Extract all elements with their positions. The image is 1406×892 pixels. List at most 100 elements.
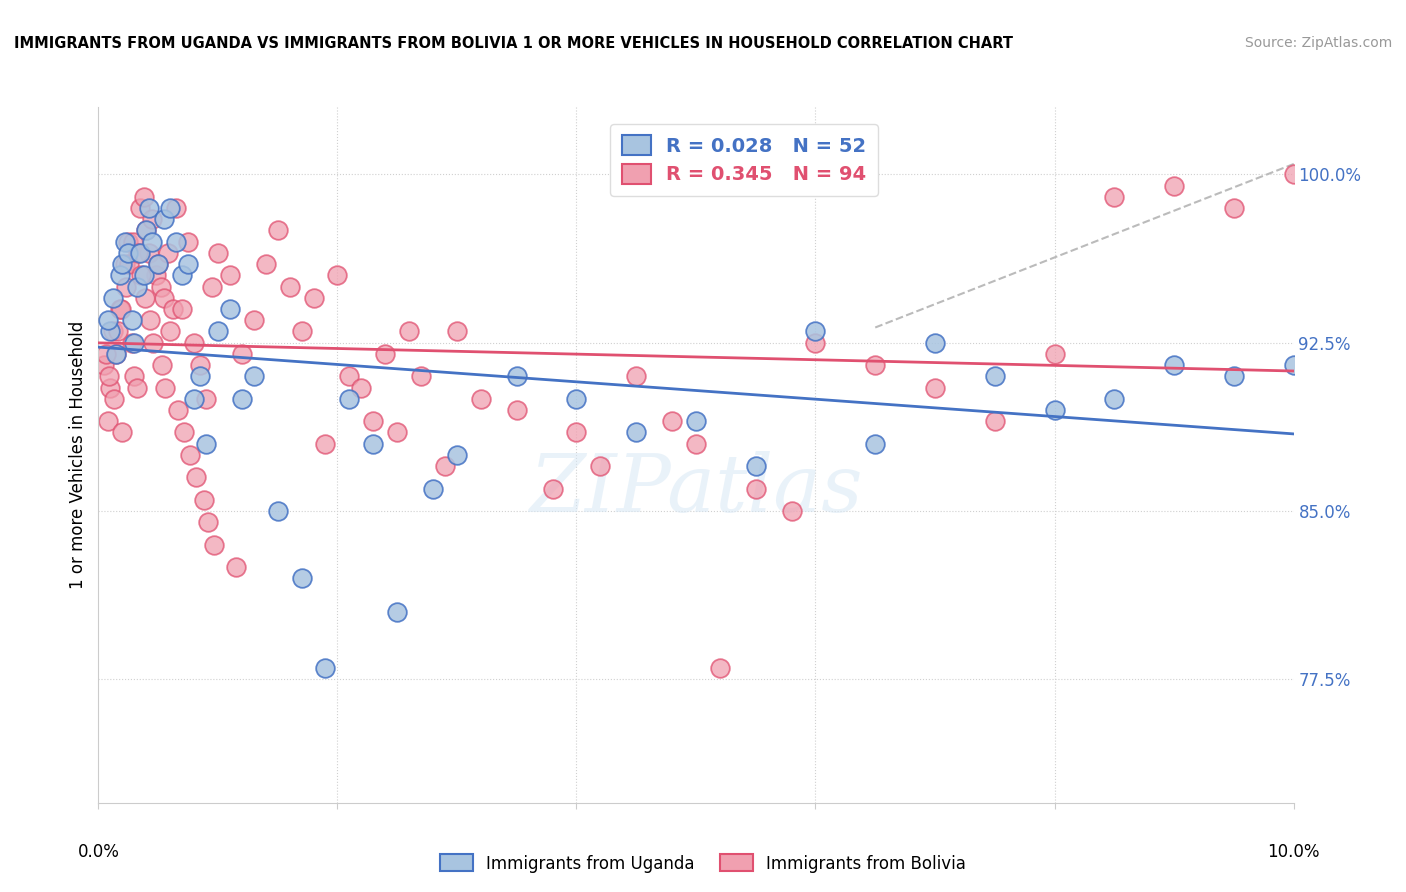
Point [195, 436, 218, 450]
Point [193, 492, 215, 507]
Point [183, 392, 205, 406]
Point [804, 325, 827, 339]
Point [1282, 167, 1305, 181]
Point [188, 358, 211, 372]
Point [117, 235, 139, 249]
Point [162, 301, 184, 316]
Point [685, 414, 707, 428]
Point [363, 436, 385, 450]
Point [142, 335, 165, 350]
Point [165, 201, 187, 215]
Point [350, 381, 373, 395]
Point [105, 347, 128, 361]
Point [101, 325, 124, 339]
Point [111, 425, 134, 440]
Point [446, 325, 468, 339]
Point [219, 301, 242, 316]
Point [385, 425, 409, 440]
Point [302, 291, 325, 305]
Point [165, 235, 187, 249]
Point [243, 369, 266, 384]
Point [103, 392, 125, 406]
Point [363, 414, 385, 428]
Point [202, 538, 225, 552]
Point [231, 392, 253, 406]
Point [291, 571, 314, 585]
Point [105, 347, 128, 361]
Point [470, 392, 492, 406]
Point [98, 381, 122, 395]
Point [661, 414, 683, 428]
Y-axis label: 1 or more Vehicles in Household: 1 or more Vehicles in Household [69, 321, 87, 589]
Point [159, 201, 181, 215]
Point [132, 190, 155, 204]
Point [172, 268, 194, 283]
Point [138, 201, 160, 215]
Text: Source: ZipAtlas.com: Source: ZipAtlas.com [1244, 36, 1392, 50]
Point [101, 291, 124, 305]
Point [98, 369, 121, 384]
Point [398, 325, 420, 339]
Point [315, 661, 337, 675]
Point [108, 301, 131, 316]
Point [177, 235, 200, 249]
Point [804, 335, 827, 350]
Point [131, 268, 153, 283]
Point [207, 325, 229, 339]
Point [201, 279, 224, 293]
Point [186, 470, 208, 484]
Point [1043, 347, 1066, 361]
Point [865, 436, 887, 450]
Point [626, 369, 648, 384]
Point [565, 392, 588, 406]
Point [243, 313, 266, 327]
Point [135, 223, 157, 237]
Point [125, 381, 148, 395]
Point [339, 369, 361, 384]
Point [132, 268, 155, 283]
Point [984, 414, 1007, 428]
Point [225, 560, 247, 574]
Point [135, 223, 157, 237]
Point [1163, 178, 1185, 193]
Point [107, 325, 129, 339]
Point [506, 403, 529, 417]
Point [984, 369, 1007, 384]
Point [339, 392, 361, 406]
Point [127, 246, 149, 260]
Point [153, 291, 176, 305]
Point [121, 313, 143, 327]
Point [865, 358, 887, 372]
Point [125, 279, 148, 293]
Point [93, 886, 115, 892]
Point [94, 347, 117, 361]
Point [1223, 369, 1246, 384]
Point [1223, 201, 1246, 215]
Point [565, 425, 588, 440]
Legend: R = 0.028   N = 52, R = 0.345   N = 94: R = 0.028 N = 52, R = 0.345 N = 94 [610, 124, 879, 196]
Point [124, 369, 146, 384]
Point [422, 482, 444, 496]
Point [924, 335, 946, 350]
Point [195, 392, 218, 406]
Point [685, 436, 707, 450]
Point [411, 369, 433, 384]
Point [924, 381, 946, 395]
Point [122, 235, 145, 249]
Point [278, 279, 301, 293]
Point [745, 459, 768, 474]
Point [172, 301, 194, 316]
Text: IMMIGRANTS FROM UGANDA VS IMMIGRANTS FROM BOLIVIA 1 OR MORE VEHICLES IN HOUSEHOL: IMMIGRANTS FROM UGANDA VS IMMIGRANTS FRO… [14, 36, 1014, 51]
Point [179, 448, 201, 462]
Point [1163, 358, 1185, 372]
Point [150, 358, 173, 372]
Point [385, 605, 409, 619]
Point [159, 325, 181, 339]
Point [231, 347, 253, 361]
Point [114, 257, 136, 271]
Point [115, 279, 138, 293]
Point [1043, 403, 1066, 417]
Point [93, 358, 115, 372]
Point [177, 257, 200, 271]
Point [254, 257, 277, 271]
